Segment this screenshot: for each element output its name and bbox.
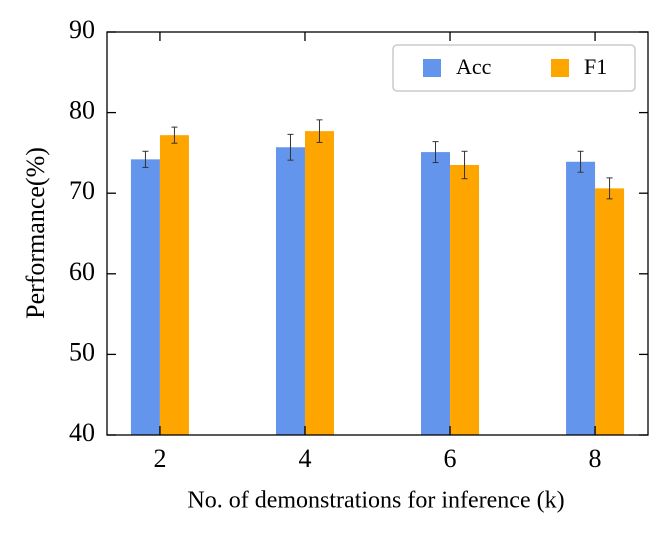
error-bar (142, 150, 149, 168)
y-tick-label: 60 (69, 257, 95, 286)
legend-box (392, 44, 636, 92)
error-bar (577, 150, 584, 173)
x-tick-label: 8 (589, 444, 602, 473)
legend-label: F1 (584, 54, 607, 79)
y-tick-label: 40 (69, 418, 95, 447)
bar (159, 135, 189, 435)
error-bar (287, 133, 294, 161)
y-tick-label: 50 (69, 337, 95, 366)
y-axis-label: Performance(%) (21, 147, 50, 319)
legend-label: Acc (456, 54, 492, 79)
bar (304, 131, 334, 435)
x-tick-label: 6 (444, 444, 457, 473)
bar (130, 159, 160, 435)
y-tick-label: 70 (69, 176, 95, 205)
legend-swatch (423, 59, 441, 77)
x-tick-label: 4 (298, 444, 311, 473)
bar (421, 152, 451, 435)
error-bar (432, 141, 439, 164)
x-axis-label: No. of demonstrations for inference (k) (187, 488, 564, 514)
error-bar (316, 119, 323, 143)
y-tick-label: 80 (69, 96, 95, 125)
error-bar (461, 150, 468, 180)
bar (275, 147, 305, 435)
plot-frame (106, 31, 649, 436)
x-tick-label: 2 (153, 444, 166, 473)
bar (566, 161, 596, 436)
error-bar (606, 177, 613, 200)
error-bar (171, 126, 178, 144)
y-tick-label: 90 (69, 15, 95, 44)
legend-swatch (551, 59, 569, 77)
bar (450, 164, 480, 436)
bar (595, 188, 625, 435)
